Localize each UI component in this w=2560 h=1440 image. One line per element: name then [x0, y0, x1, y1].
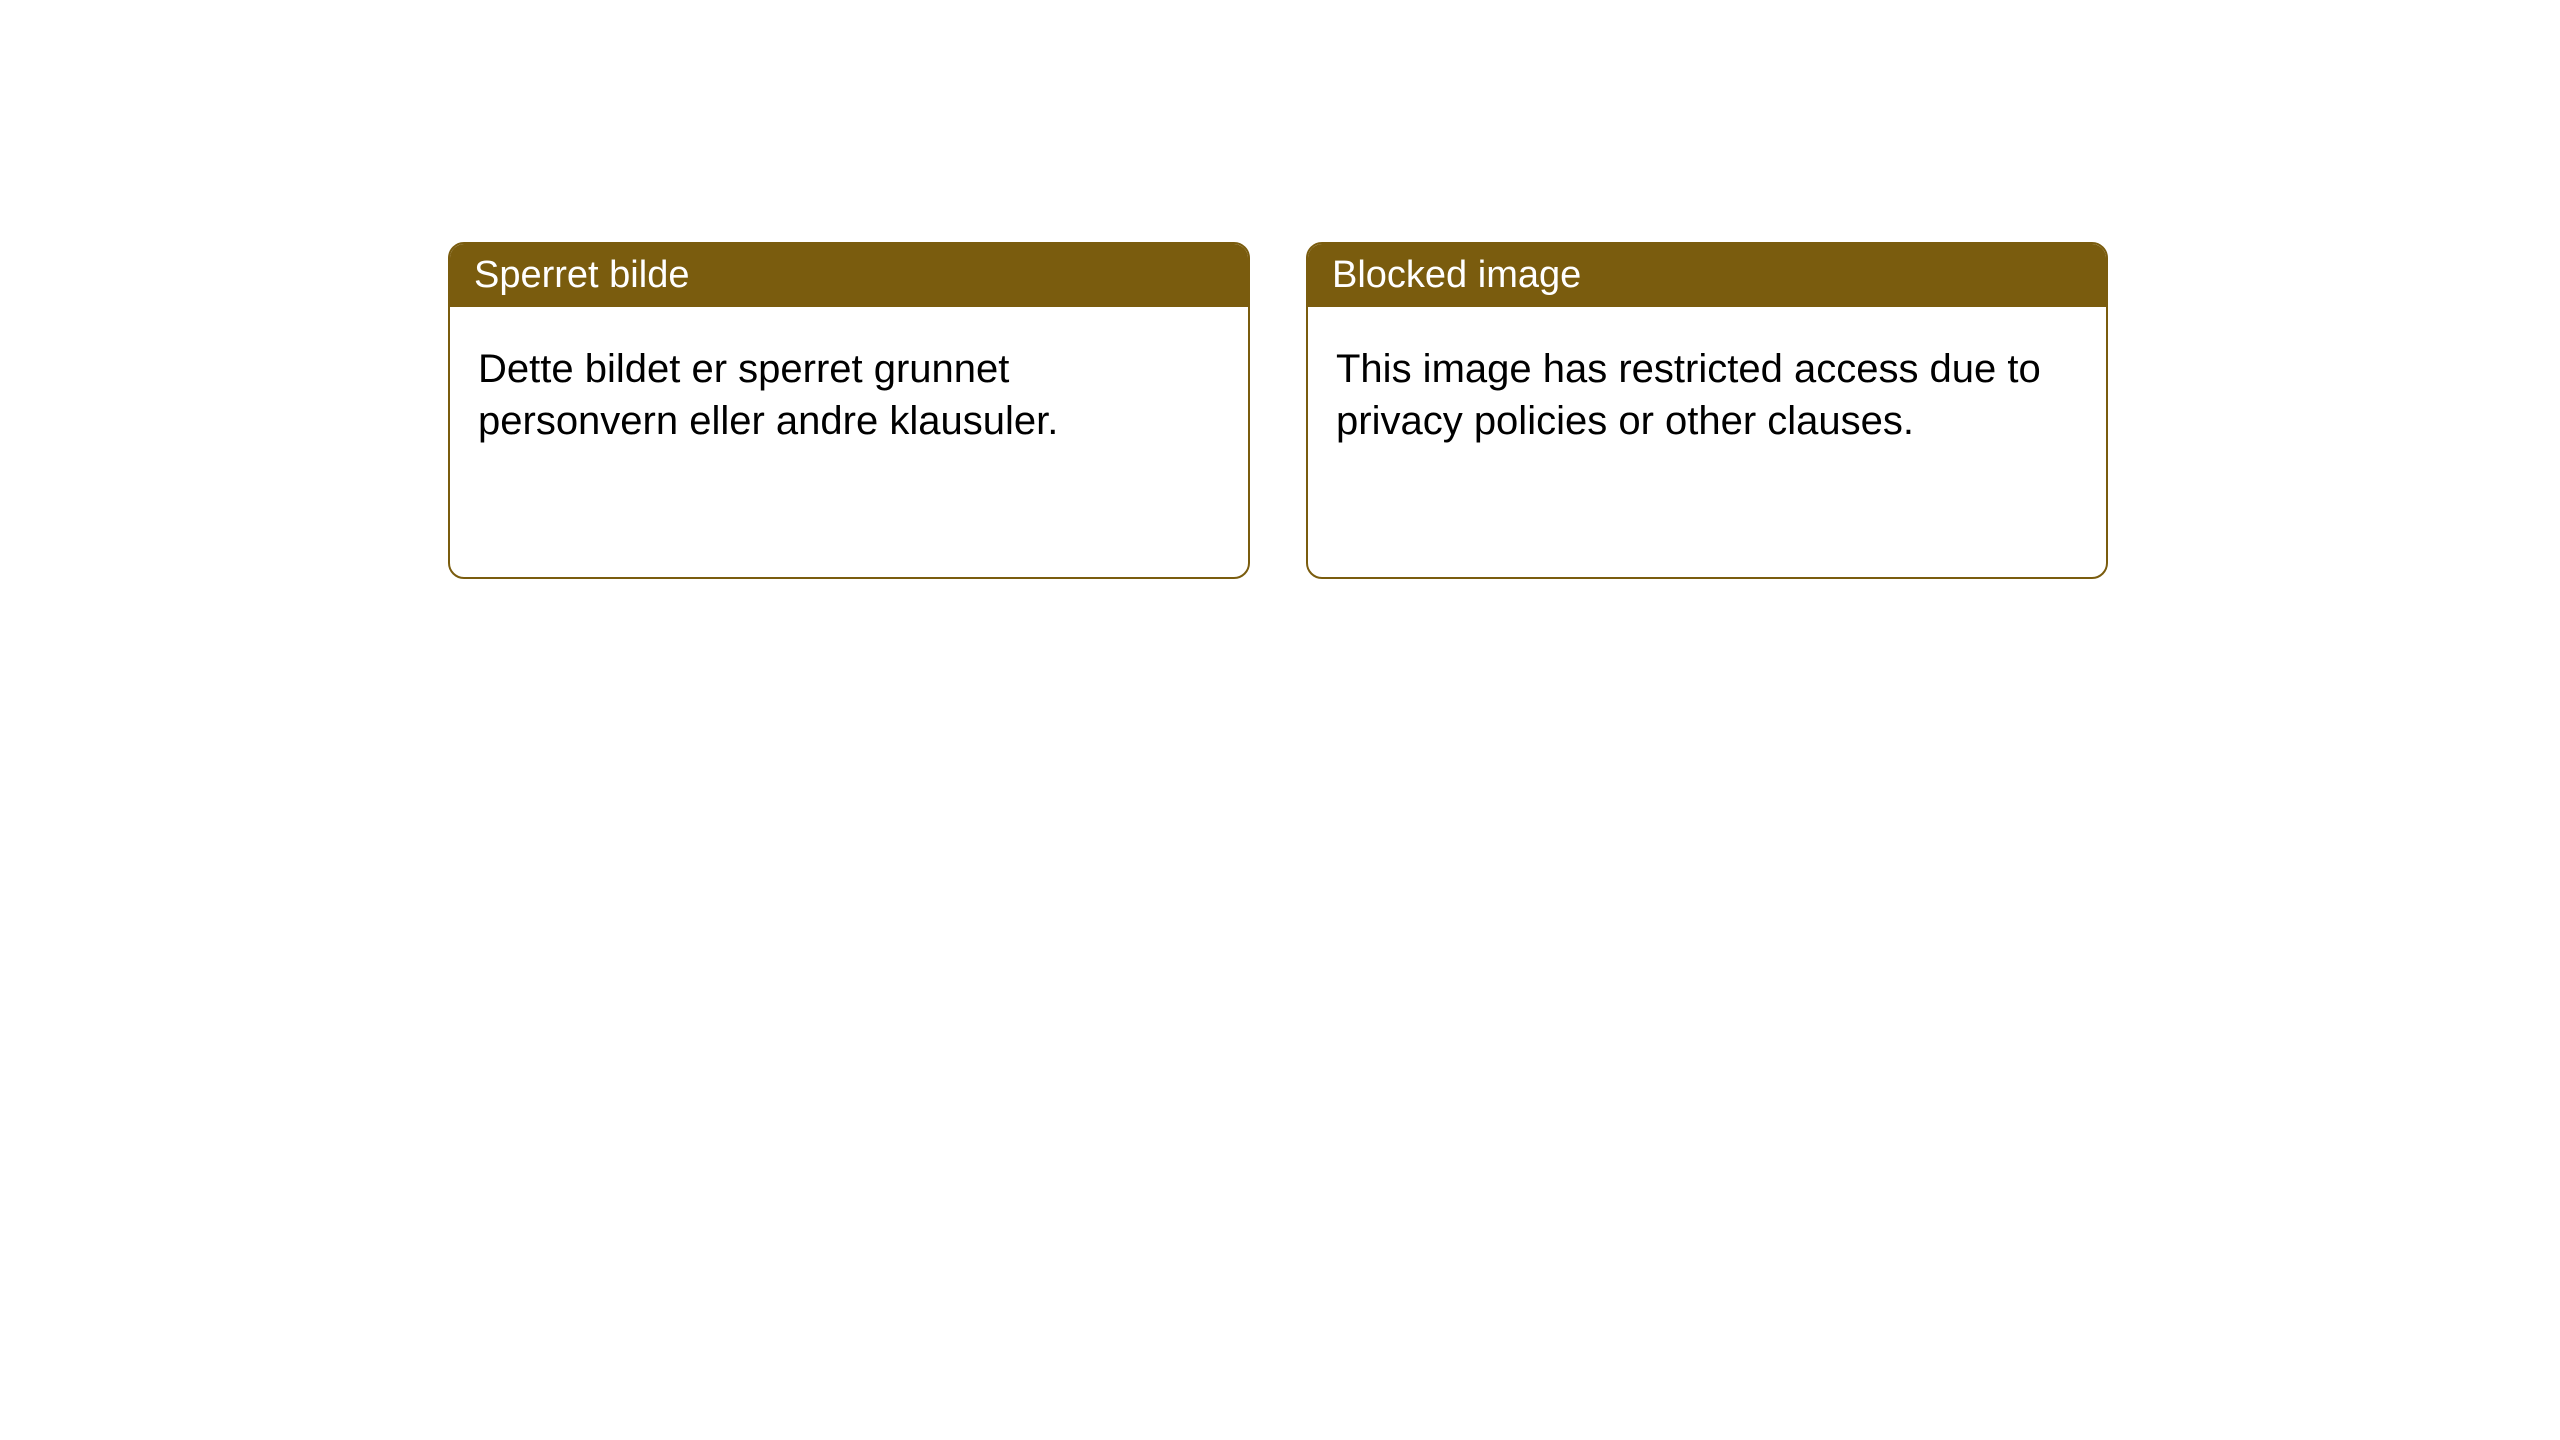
card-title: Sperret bilde	[474, 254, 689, 296]
card-header: Sperret bilde	[450, 244, 1248, 307]
card-body-text: Dette bildet er sperret grunnet personve…	[478, 347, 1058, 443]
notice-card-english: Blocked image This image has restricted …	[1306, 242, 2108, 579]
cards-container: Sperret bilde Dette bildet er sperret gr…	[448, 242, 2108, 579]
card-body-text: This image has restricted access due to …	[1336, 347, 2041, 443]
card-header: Blocked image	[1308, 244, 2106, 307]
card-body: This image has restricted access due to …	[1308, 307, 2106, 577]
card-body: Dette bildet er sperret grunnet personve…	[450, 307, 1248, 577]
card-title: Blocked image	[1332, 254, 1581, 296]
notice-card-norwegian: Sperret bilde Dette bildet er sperret gr…	[448, 242, 1250, 579]
